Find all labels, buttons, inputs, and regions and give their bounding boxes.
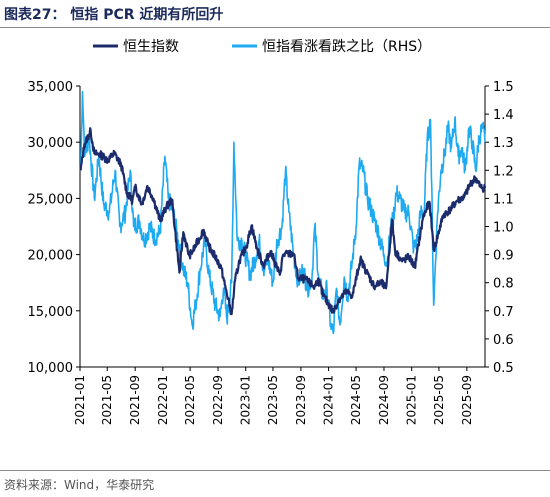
x-tick-label: 2021-09	[128, 375, 142, 425]
y-left-tick-label: 25,000	[28, 192, 74, 207]
source-divider	[0, 470, 550, 471]
x-tick-label: 2023-09	[294, 375, 308, 425]
y-right-tick-label: 1.1	[493, 192, 514, 207]
y-right-tick-label: 0.5	[493, 361, 514, 376]
x-tick-label: 2021-01	[73, 375, 87, 425]
x-tick-label: 2023-05	[266, 375, 280, 425]
y-right-tick-label: 0.6	[493, 333, 514, 348]
source-note: 资料来源：Wind，华泰研究	[4, 478, 155, 492]
title-divider	[0, 27, 550, 28]
x-tick-label: 2021-05	[100, 375, 114, 425]
x-tick-label: 2025-05	[432, 375, 446, 425]
line-chart: 恒生指数 恒指看涨看跌之比（RHS） 10,000 15,000 20,000 25,…	[28, 39, 514, 425]
legend-label-hsi: 恒生指数	[123, 39, 179, 55]
figure-title: 图表27： 恒指 PCR 近期有所回升	[4, 7, 224, 23]
x-tick-label: 2024-01	[322, 375, 336, 425]
x-tick-label: 2025-09	[460, 375, 474, 425]
y-right-tick-label: 0.8	[493, 277, 514, 292]
y-right-tick-label: 0.9	[493, 249, 514, 264]
y-right-tick-label: 1.0	[493, 221, 514, 236]
y-right-tick-label: 1.4	[493, 108, 514, 123]
x-tick-label: 2022-01	[156, 375, 170, 425]
y-right-tick-label: 0.7	[493, 305, 514, 320]
chart-series	[79, 90, 487, 335]
x-tick-label: 2025-01	[405, 375, 419, 425]
y-left-tick-label: 20,000	[28, 249, 74, 264]
x-tick-label: 2022-09	[211, 375, 225, 425]
x-tick-label: 2024-05	[349, 375, 363, 425]
series-line-pcr	[79, 90, 486, 335]
series-line-hsi	[79, 127, 487, 316]
x-tick-label: 2022-05	[183, 375, 197, 425]
y-left-tick-label: 35,000	[28, 80, 74, 95]
x-tick-label: 2024-09	[377, 375, 391, 425]
y-right-tick-label: 1.2	[493, 164, 514, 179]
x-tick-label: 2023-01	[239, 375, 253, 425]
y-left-tick-label: 30,000	[28, 136, 74, 151]
y-left-tick-label: 10,000	[28, 361, 74, 376]
y-right-tick-label: 1.3	[493, 136, 514, 151]
y-right-tick-label: 1.5	[493, 80, 514, 95]
y-left-tick-label: 15,000	[28, 305, 74, 320]
legend-label-pcr: 恒指看涨看跌之比（RHS）	[262, 39, 431, 55]
chart-legend: 恒生指数 恒指看涨看跌之比（RHS）	[93, 39, 431, 55]
